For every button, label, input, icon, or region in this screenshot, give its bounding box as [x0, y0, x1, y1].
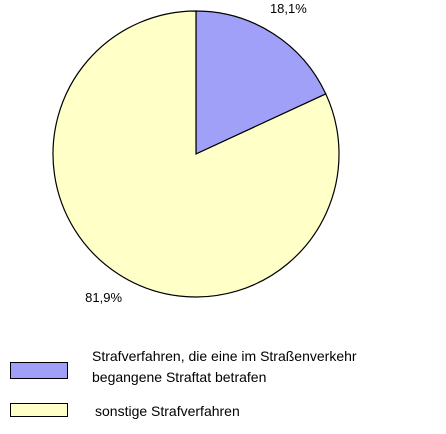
pie-slice	[52, 10, 340, 298]
data-label: 81,9%	[85, 290, 122, 305]
chart: 18,1% 81,9%	[52, 1, 340, 305]
legend-label: Strafverfahren, die eine im Straßenverke…	[92, 348, 357, 385]
legend-swatch	[10, 362, 68, 379]
legend-label: sonstige Strafverfahren	[95, 403, 240, 419]
data-label: 18,1%	[270, 1, 307, 16]
legend-swatch	[10, 403, 68, 417]
pie-slice	[195, 10, 327, 155]
